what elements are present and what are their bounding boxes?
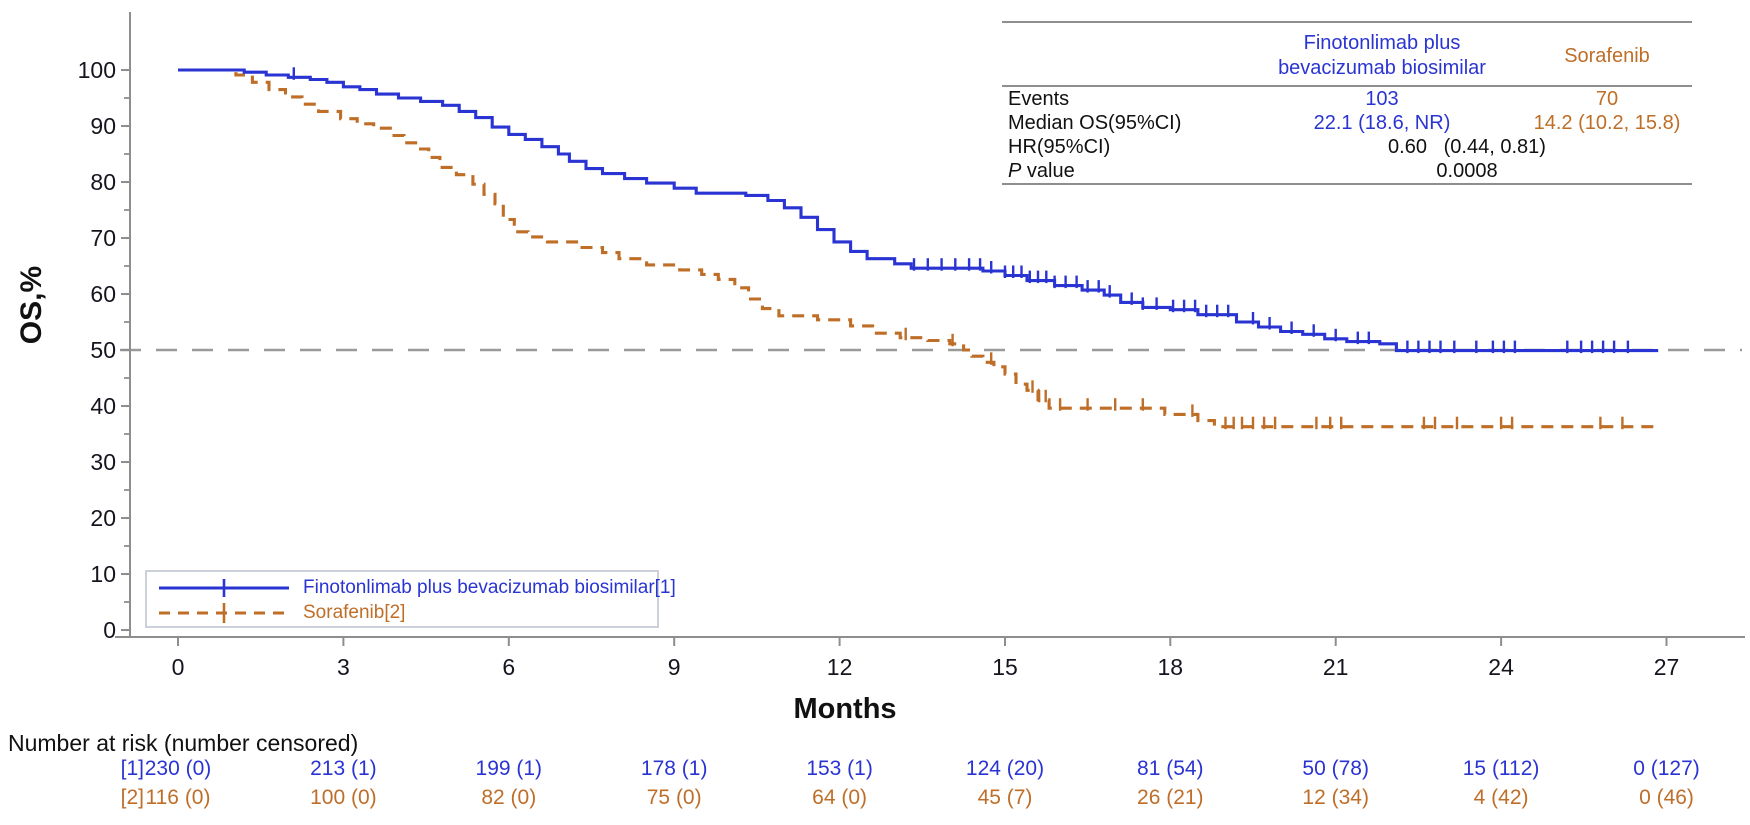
risk-value: 26 (21) <box>1137 786 1204 809</box>
risk-value: 15 (112) <box>1462 757 1540 780</box>
stats-hr-value: 0.60 (0.44, 0.81) <box>1388 136 1546 158</box>
risk-value: 178 (1) <box>640 757 708 780</box>
x-tick-label: 27 <box>1654 654 1680 680</box>
stats-header-finotonlimab-line1: Finotonlimab plus <box>1303 32 1461 54</box>
risk-value: 12 (34) <box>1302 786 1369 809</box>
risk-table-row-finotonlimab: [1] 230 (0) 213 (1) 199 (1) 178 (1) 153 (1) 1… <box>0 757 1750 783</box>
stats-pvalue-label: P value <box>1008 160 1075 182</box>
risk-value: 0 (46) <box>1639 786 1694 809</box>
x-tick-label: 0 <box>172 654 185 680</box>
risk-value: 4 (42) <box>1473 786 1529 809</box>
stats-median-label: Median OS(95%CI) <box>1008 112 1182 134</box>
stats-table-header: Finotonlimab plus bevacizumab biosimilar… <box>1002 27 1692 87</box>
x-tick-label: 6 <box>502 654 515 680</box>
y-tick-label: 20 <box>90 505 116 531</box>
km-curve-sorafenib <box>178 68 1661 430</box>
stats-events-label: Events <box>1008 88 1070 110</box>
risk-row-label: [2] <box>120 786 144 809</box>
stats-median-sorafenib: 14.2 (10.2, 15.8) <box>1533 112 1681 134</box>
risk-value: 100 (0) <box>310 786 377 809</box>
risk-value: 64 (0) <box>812 786 868 809</box>
risk-value: 75 (0) <box>646 786 702 809</box>
risk-value: 124 (20) <box>965 757 1045 780</box>
stats-table: Finotonlimab plus bevacizumab biosimilar… <box>1002 21 1692 185</box>
y-tick-label: 50 <box>90 337 116 363</box>
x-tick-label: 21 <box>1323 654 1349 680</box>
risk-table-title: Number at risk (number censored) <box>8 730 359 756</box>
legend-line-finotonlimab-icon <box>159 579 289 597</box>
x-axis: 0 3 6 9 12 15 18 21 24 27 <box>115 636 1745 680</box>
y-tick-label: 0 <box>103 617 116 643</box>
risk-value: 82 (0) <box>481 786 537 809</box>
legend-item-finotonlimab: Finotonlimab plus bevacizumab biosimilar… <box>155 575 676 600</box>
stats-row-pvalue: P value 0.0008 <box>1002 159 1692 183</box>
legend-label-finotonlimab: Finotonlimab plus bevacizumab biosimilar… <box>303 576 676 598</box>
stats-row-events: Events 103 70 <box>1002 87 1692 111</box>
x-tick-label: 3 <box>337 654 350 680</box>
y-tick-label: 60 <box>90 281 116 307</box>
stats-hr-label: HR(95%CI) <box>1008 136 1111 158</box>
x-tick-label: 12 <box>827 654 853 680</box>
legend-item-sorafenib: Sorafenib[2] <box>155 600 649 625</box>
stats-row-hr: HR(95%CI) 0.60 (0.44, 0.81) <box>1002 135 1692 159</box>
x-tick-label: 24 <box>1488 654 1514 680</box>
risk-row-label: [1] <box>120 757 144 780</box>
risk-table-row-sorafenib: [2] 116 (0) 100 (0) 82 (0) 75 (0) 64 (0) 45 (… <box>0 786 1750 812</box>
risk-value: 213 (1) <box>310 757 377 780</box>
y-tick-label: 80 <box>90 169 116 195</box>
stats-header-finotonlimab-line2: bevacizumab biosimilar <box>1278 57 1486 79</box>
x-tick-label: 9 <box>668 654 681 680</box>
y-tick-label: 40 <box>90 393 116 419</box>
x-tick-label: 15 <box>992 654 1018 680</box>
risk-value: 81 (54) <box>1137 757 1204 780</box>
km-curve-finotonlimab <box>178 67 1659 354</box>
legend-line-sorafenib-icon <box>159 603 289 623</box>
x-tick-label: 18 <box>1158 654 1184 680</box>
risk-value: 50 (78) <box>1302 757 1369 780</box>
legend-label-sorafenib: Sorafenib[2] <box>303 601 406 623</box>
stats-pvalue-value: 0.0008 <box>1436 160 1498 182</box>
chart-legend: Finotonlimab plus bevacizumab biosimilar… <box>145 570 676 628</box>
stats-events-finotonlimab: 103 <box>1365 88 1399 110</box>
x-axis-title: Months <box>793 693 897 725</box>
y-axis-title: OS,% <box>15 265 48 345</box>
y-tick-label: 90 <box>90 113 116 139</box>
risk-value: 116 (0) <box>145 786 211 809</box>
stats-median-finotonlimab: 22.1 (18.6, NR) <box>1313 112 1451 134</box>
risk-value: 153 (1) <box>806 757 873 780</box>
y-tick-label: 10 <box>90 561 116 587</box>
stats-header-spacer <box>1002 31 1242 81</box>
risk-value: 0 (127) <box>1633 757 1700 780</box>
risk-value: 199 (1) <box>475 757 543 780</box>
risk-value: 230 (0) <box>144 757 212 780</box>
y-axis: 0 10 20 30 40 50 60 70 80 90 100 <box>78 12 131 643</box>
stats-events-sorafenib: 70 <box>1595 88 1619 110</box>
y-tick-label: 100 <box>78 57 116 83</box>
stats-header-finotonlimab: Finotonlimab plus bevacizumab biosimilar <box>1242 31 1522 81</box>
y-tick-label: 70 <box>90 225 116 251</box>
risk-value: 45 (7) <box>977 786 1033 809</box>
y-tick-label: 30 <box>90 449 116 475</box>
stats-row-median-os: Median OS(95%CI) 22.1 (18.6, NR) 14.2 (1… <box>1002 111 1692 135</box>
stats-header-sorafenib: Sorafenib <box>1564 44 1650 67</box>
